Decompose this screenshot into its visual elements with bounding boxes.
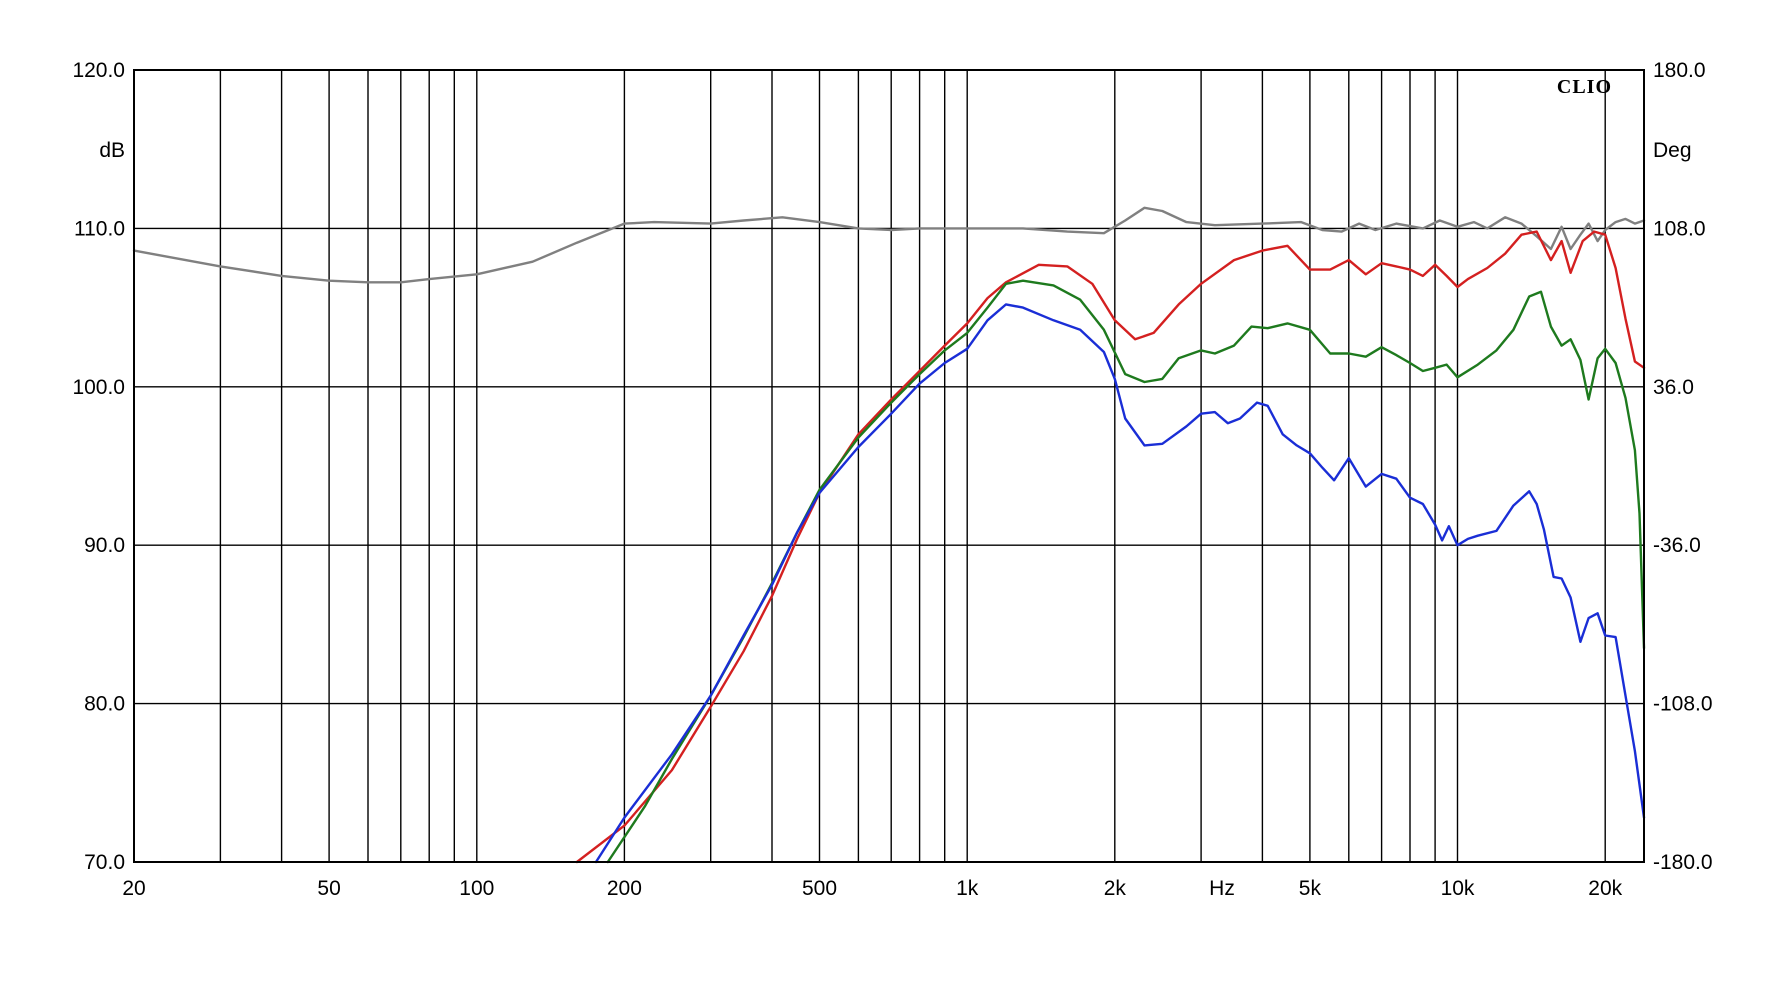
y-right-tick-label: 180.0 [1653, 59, 1706, 82]
right-axis: -180.0 -108.0 -36.0 36.0 108.0 180.0 [1653, 59, 1713, 874]
plot-background [134, 70, 1644, 862]
x-tick-label: 50 [317, 877, 340, 900]
y-tick-label: 110.0 [74, 217, 125, 240]
y-right-tick-label: 36.0 [1653, 376, 1694, 399]
y-right-tick-label: -108.0 [1653, 693, 1713, 716]
x-tick-label: 5k [1299, 877, 1322, 900]
brand-label: CLIO [1557, 76, 1612, 98]
series-layer [132, 206, 1646, 864]
y-tick-label: 120.0 [72, 59, 125, 82]
x-axis-label: Hz [1209, 877, 1235, 900]
left-axis: 70.0 80.0 90.0 100.0 110.0 120.0 [72, 59, 125, 874]
y-tick-label: 80.0 [84, 693, 125, 716]
series-line [606, 279, 1646, 864]
y-right-tick-label: -180.0 [1653, 851, 1713, 874]
y-tick-label: 70.0 [84, 851, 125, 874]
x-tick-label: 200 [607, 877, 642, 900]
y-right-axis-label: Deg [1653, 139, 1692, 162]
y-tick-label: 100.0 [72, 376, 125, 399]
plot-frame [133, 69, 1645, 863]
y-axis-label: dB [99, 139, 125, 162]
y-right-tick-label: 108.0 [1653, 217, 1706, 240]
x-tick-label: 20k [1588, 877, 1622, 900]
x-tick-label: 2k [1104, 877, 1127, 900]
series-line [594, 303, 1646, 864]
x-tick-label: 500 [802, 877, 837, 900]
series-line [575, 230, 1646, 864]
y-right-tick-label: -36.0 [1653, 534, 1701, 557]
x-tick-label: 10k [1441, 877, 1475, 900]
x-tick-label: 20 [122, 877, 145, 900]
series-line [132, 206, 1646, 284]
x-tick-label: 1k [956, 877, 979, 900]
x-tick-label: 100 [459, 877, 494, 900]
y-tick-label: 90.0 [84, 534, 125, 557]
x-axis: 20 50 100 200 500 1k 2k 5k 10k 20k [122, 877, 1622, 900]
